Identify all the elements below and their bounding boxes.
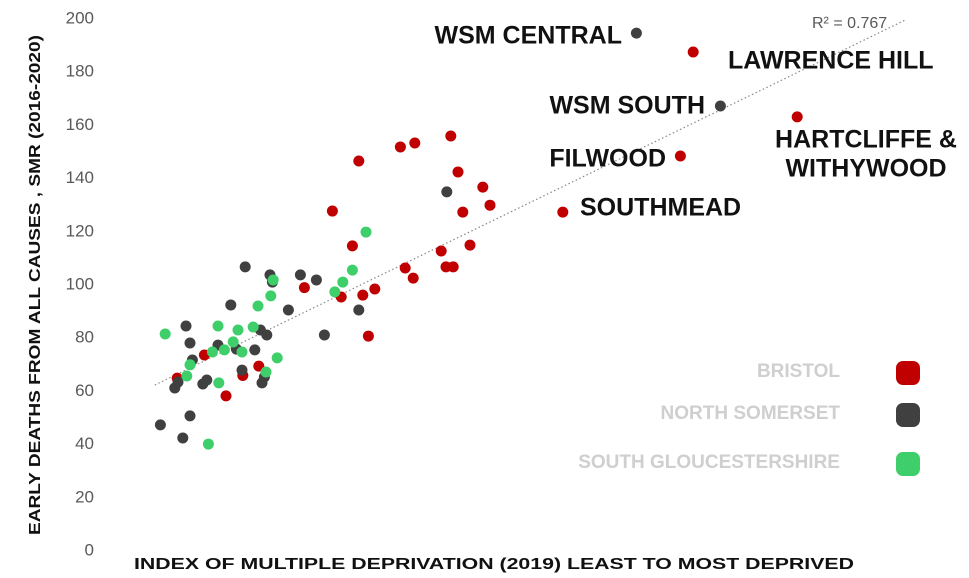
annotation: FILWOOD xyxy=(549,145,666,173)
point xyxy=(212,320,224,332)
y-tick-label: 40 xyxy=(75,434,94,453)
legend-marker xyxy=(896,452,920,476)
point xyxy=(260,366,272,378)
point xyxy=(447,261,459,273)
point xyxy=(218,344,230,356)
point xyxy=(357,289,369,301)
y-tick-label: 20 xyxy=(75,487,94,506)
point xyxy=(346,264,358,276)
point xyxy=(184,359,196,371)
point xyxy=(630,27,642,39)
point xyxy=(184,410,196,422)
point xyxy=(172,376,184,388)
point xyxy=(346,240,358,252)
point xyxy=(267,274,279,286)
point xyxy=(181,370,193,382)
point xyxy=(353,304,365,316)
point xyxy=(184,337,196,349)
point xyxy=(232,324,244,336)
point xyxy=(674,150,686,162)
point xyxy=(409,137,421,149)
point xyxy=(220,390,232,402)
legend-label: NORTH SOMERSET xyxy=(661,403,841,424)
point xyxy=(265,290,277,302)
point xyxy=(252,300,264,312)
y-tick-label: 0 xyxy=(85,540,94,559)
annotation: LAWRENCE HILL xyxy=(728,47,934,75)
point xyxy=(227,336,239,348)
point xyxy=(177,432,189,444)
y-tick-label: 100 xyxy=(66,274,94,293)
point xyxy=(329,286,341,298)
point xyxy=(452,166,464,178)
point xyxy=(362,330,374,342)
point xyxy=(399,262,411,274)
legend-label: SOUTH GLOUCESTERSHIRE xyxy=(578,452,840,473)
point xyxy=(310,274,322,286)
point xyxy=(239,261,251,273)
point xyxy=(457,206,469,218)
y-tick-label: 80 xyxy=(75,328,94,347)
annotation: SOUTHMEAD xyxy=(580,194,741,222)
annotation: WSM CENTRAL xyxy=(435,22,622,50)
point xyxy=(326,205,338,217)
point xyxy=(236,346,248,358)
point xyxy=(557,206,569,218)
point xyxy=(369,283,381,295)
legend-label: BRISTOL xyxy=(757,361,840,382)
point xyxy=(407,272,419,284)
point xyxy=(353,155,365,167)
point xyxy=(298,282,310,294)
point xyxy=(435,245,447,257)
annotation: WITHYWOOD xyxy=(785,155,946,183)
legend-marker xyxy=(896,361,920,385)
point xyxy=(337,276,349,288)
y-tick-label: 60 xyxy=(75,381,94,400)
y-tick-label: 120 xyxy=(66,221,94,240)
annotation: WSM SOUTH xyxy=(549,92,705,120)
point xyxy=(202,438,214,450)
y-tick-label: 160 xyxy=(66,115,94,134)
y-axis-label: EARLY DEATHS FROM ALL CAUSES , SMR (2016… xyxy=(27,35,44,535)
point xyxy=(236,364,248,376)
point xyxy=(201,374,213,386)
point xyxy=(282,304,294,316)
point xyxy=(206,346,218,358)
y-tick-label: 200 xyxy=(66,8,94,27)
point xyxy=(464,239,476,251)
point xyxy=(318,329,330,341)
point xyxy=(261,329,273,341)
point xyxy=(687,46,699,58)
point xyxy=(159,328,171,340)
point xyxy=(213,377,225,389)
point xyxy=(445,130,457,142)
point xyxy=(225,299,237,311)
point xyxy=(394,141,406,153)
point xyxy=(249,344,261,356)
point xyxy=(247,321,259,333)
y-tick-label: 140 xyxy=(66,168,94,187)
point xyxy=(180,320,192,332)
point xyxy=(477,181,489,193)
point xyxy=(441,186,453,198)
legend-marker xyxy=(896,403,920,427)
point xyxy=(714,100,726,112)
point xyxy=(294,269,306,281)
point xyxy=(154,419,166,431)
y-tick-label: 180 xyxy=(66,62,94,81)
point xyxy=(271,352,283,364)
point xyxy=(484,199,496,211)
point xyxy=(360,226,372,238)
point xyxy=(791,111,803,123)
trendline xyxy=(154,19,906,386)
annotation: HARTCLIFFE & xyxy=(775,126,957,154)
x-axis-label: INDEX OF MULTIPLE DEPRIVATION (2019) LEA… xyxy=(134,556,854,573)
trendline-label: R² = 0.767 xyxy=(812,15,887,32)
